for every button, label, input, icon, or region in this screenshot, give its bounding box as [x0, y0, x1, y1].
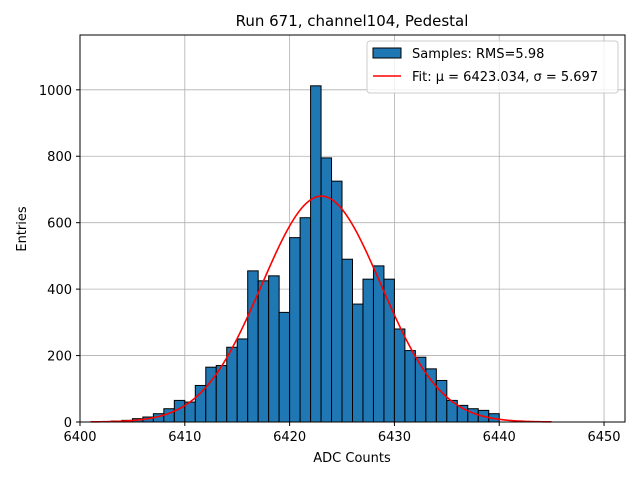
- histogram-bar: [299, 217, 312, 423]
- gaussian-fit: [90, 195, 552, 423]
- x-tick-label: 6420: [273, 430, 306, 445]
- histogram-bar: [278, 311, 291, 423]
- legend: Samples: RMS=5.98 Fit: μ = 6423.034, σ =…: [366, 40, 619, 94]
- x-tick-label: 6430: [378, 430, 411, 445]
- x-axis-label: ADC Counts: [313, 451, 391, 466]
- plot-frame: [79, 34, 626, 423]
- histogram-bar: [331, 180, 343, 423]
- histogram-bar: [268, 275, 280, 423]
- legend-box: [366, 40, 619, 94]
- histogram-bar: [310, 85, 322, 423]
- x-tick-label: 6450: [587, 430, 620, 445]
- y-axis-ticks: 0 200 400 600 800 1000: [39, 84, 80, 431]
- y-tick-label: 400: [47, 283, 72, 298]
- histogram-bar: [236, 338, 249, 423]
- y-tick-label: 1000: [39, 84, 72, 99]
- histogram-bar: [226, 346, 238, 423]
- fit-curve: [90, 195, 552, 423]
- histogram-bars: [110, 85, 500, 423]
- histogram-bar: [257, 280, 270, 423]
- y-axis-label: Entries: [15, 206, 30, 252]
- y-tick-label: 800: [47, 150, 72, 165]
- y-tick-label: 200: [47, 350, 72, 365]
- histogram-bar: [404, 350, 416, 423]
- histogram-bar: [414, 356, 427, 423]
- histogram-bar: [383, 278, 395, 423]
- histogram-bar: [362, 278, 374, 423]
- grid-lines: [79, 35, 625, 423]
- legend-histogram-label: Samples: RMS=5.98: [412, 47, 544, 62]
- histogram-bar: [247, 270, 259, 423]
- histogram-bar: [194, 384, 207, 423]
- legend-fit-label: Fit: μ = 6423.034, σ = 5.697: [412, 70, 598, 85]
- x-tick-label: 6440: [483, 430, 516, 445]
- chart-title: Run 671, channel104, Pedestal: [236, 12, 469, 30]
- y-tick-label: 600: [47, 217, 72, 232]
- legend-histogram-swatch: [372, 47, 402, 59]
- x-tick-label: 6410: [168, 430, 201, 445]
- histogram-bar: [215, 365, 228, 423]
- x-tick-label: 6400: [63, 430, 96, 445]
- histogram-bar: [352, 303, 364, 423]
- y-tick-label: 0: [64, 416, 72, 431]
- histogram-bar: [393, 328, 406, 423]
- histogram-bar: [289, 237, 301, 423]
- x-axis-ticks: 6400 6410 6420 6430 6440 6450: [63, 422, 621, 445]
- histogram-bar: [341, 258, 353, 423]
- histogram-bar: [425, 368, 437, 423]
- histogram-bar: [435, 379, 448, 423]
